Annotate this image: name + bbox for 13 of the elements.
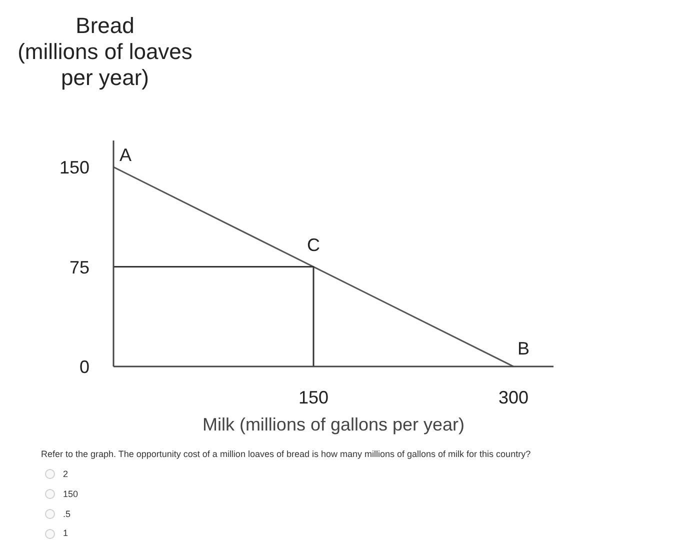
text: .5 — [62, 508, 72, 520]
y-tick-label: 150 — [59, 158, 90, 178]
y-tick-label: 75 — [69, 257, 90, 278]
y-axis-title: Bread (millions of loaves per year) — [16, 13, 194, 91]
text: 2 — [62, 468, 70, 481]
x-axis-title: Milk (millions of gallons per year) — [202, 414, 465, 434]
annotation: C — [307, 234, 320, 255]
annotation: A — [120, 145, 132, 166]
text: Refer to the graph. The opportunity cost of a million loaves of bread is how many millions of gallons of milk for this country? — [41, 448, 531, 461]
text: 1 — [62, 527, 70, 540]
y-tick-label: 0 — [79, 357, 90, 377]
annotation: B — [518, 338, 530, 358]
x-tick-label: 300 — [498, 388, 529, 408]
